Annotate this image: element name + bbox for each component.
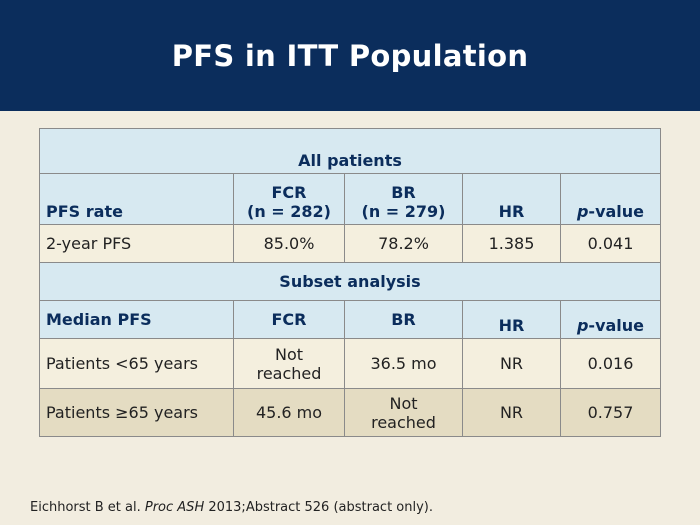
fcr-value: 85.0% (233, 224, 345, 263)
p-value: 0.041 (560, 224, 661, 263)
p-italic-2: p (576, 316, 589, 335)
br-value: 78.2% (344, 224, 463, 263)
fcr-header-line1: FCR (271, 183, 307, 202)
fcr-value-line1: Not (274, 344, 304, 364)
fcr-value: Not reached (233, 338, 345, 389)
fcr-header-2: FCR (233, 300, 345, 339)
row-label: Patients <65 years (39, 338, 234, 389)
br-value-line1: Not (389, 393, 418, 413)
br-header-line2: (n = 279) (361, 202, 446, 221)
footnote-journal: Proc ASH (144, 500, 205, 515)
p-rest: -value (588, 202, 645, 221)
hr-value: NR (462, 388, 561, 437)
row-label: 2-year PFS (39, 224, 234, 263)
hr-header: HR (462, 173, 561, 225)
all-patients-row: All patients (39, 128, 661, 174)
all-patients-header: All patients (39, 128, 661, 174)
footnote-citation: 2013;Abstract 526 (abstract only). (204, 500, 434, 515)
subset-header: Subset analysis (39, 262, 661, 301)
br-header: BR (n = 279) (344, 173, 463, 225)
row-label: Patients ≥65 years (39, 388, 234, 437)
slide-title: PFS in ITT Population (171, 38, 529, 73)
table-row-lt65: Patients <65 years Not reached 36.5 mo N… (39, 338, 661, 389)
p-value-header: p-value (560, 173, 661, 225)
hr-value: NR (462, 338, 561, 389)
footnote-authors: Eichhorst B et al. (30, 500, 145, 515)
p-value: 0.016 (560, 338, 661, 389)
median-pfs-header: Median PFS (39, 300, 234, 339)
table-row-2yr: 2-year PFS 85.0% 78.2% 1.385 0.041 (39, 224, 661, 263)
column-header-row-2: Median PFS FCR BR HR p-value (39, 300, 661, 339)
fcr-value: 45.6 mo (233, 388, 345, 437)
br-value: 36.5 mo (344, 338, 463, 389)
br-value-line2: reached (371, 412, 436, 432)
fcr-value-line2: reached (256, 363, 322, 383)
title-band: PFS in ITT Population (0, 0, 700, 111)
br-header-2: BR (344, 300, 463, 339)
pfs-table: All patients PFS rate FCR (n = 282) BR (… (39, 128, 661, 437)
p-value-header-2: p-value (560, 300, 661, 339)
hr-header-2: HR (462, 300, 561, 339)
fcr-header-line2: (n = 282) (247, 202, 331, 221)
footnote: Eichhorst B et al. Proc ASH 2013;Abstrac… (30, 500, 433, 515)
column-header-row-1: PFS rate FCR (n = 282) BR (n = 279) HR p… (39, 173, 661, 225)
p-value: 0.757 (560, 388, 661, 437)
table-row-ge65: Patients ≥65 years 45.6 mo Not reached N… (39, 388, 661, 437)
br-header-line1: BR (391, 183, 416, 202)
hr-value: 1.385 (462, 224, 561, 263)
fcr-header: FCR (n = 282) (233, 173, 345, 225)
p-rest-2: -value (588, 316, 645, 335)
subset-row: Subset analysis (39, 262, 661, 301)
p-italic: p (576, 202, 589, 221)
pfs-rate-header: PFS rate (39, 173, 234, 225)
br-value: Not reached (344, 388, 463, 437)
